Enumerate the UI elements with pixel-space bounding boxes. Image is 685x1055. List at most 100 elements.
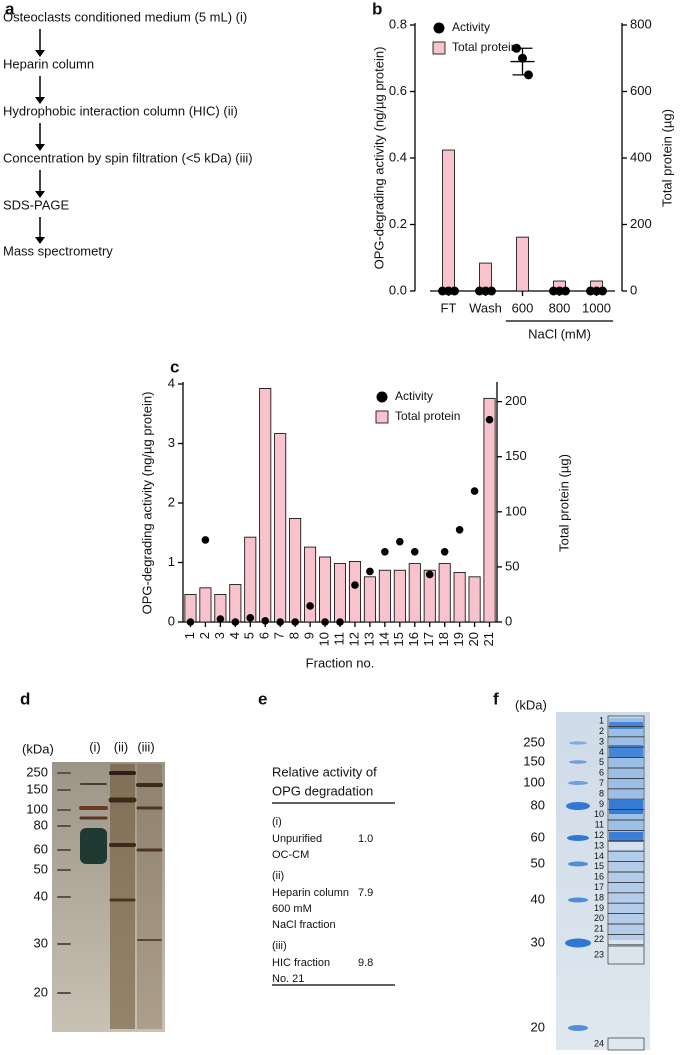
y2-axis-label: Total protein (µg) bbox=[659, 109, 674, 207]
y2-tick-label: 200 bbox=[630, 216, 652, 231]
y2-tick-label: 400 bbox=[630, 149, 652, 164]
x-tick-label: 12 bbox=[346, 632, 361, 646]
y-axis-label: OPG-degrading activity (ng/µg protein) bbox=[371, 47, 386, 270]
row-description: No. 21 bbox=[272, 973, 304, 985]
slice-number: 11 bbox=[595, 820, 604, 830]
marker-label: 30 bbox=[34, 935, 48, 950]
replicate-dot bbox=[598, 286, 607, 296]
arrowhead bbox=[35, 144, 45, 151]
bar bbox=[319, 556, 332, 623]
row-label: (ii) bbox=[272, 870, 284, 882]
activity-dot bbox=[351, 581, 359, 589]
x-tick-label: 17 bbox=[421, 632, 436, 646]
lane-label: (ii) bbox=[114, 739, 128, 754]
workflow-step: Mass spectrometry bbox=[3, 243, 113, 258]
x-tick-label: 1 bbox=[182, 632, 197, 639]
y-tick-label: 0.4 bbox=[389, 149, 407, 164]
slice-number: 23 bbox=[594, 949, 604, 959]
legend-label: Activity bbox=[452, 20, 490, 34]
x-tick-label: Wash bbox=[469, 300, 502, 315]
activity-dot bbox=[336, 618, 344, 626]
activity-dot bbox=[440, 547, 449, 556]
slice-number: 18 bbox=[594, 892, 604, 902]
x-tick-label: 18 bbox=[436, 632, 451, 646]
y2-tick-label: 0 bbox=[630, 282, 637, 297]
slice-number: 16 bbox=[594, 872, 604, 882]
marker-label: 100 bbox=[26, 801, 48, 816]
slice-number: 5 bbox=[599, 757, 604, 767]
legend-swatch bbox=[376, 391, 388, 403]
x-tick-label: 20 bbox=[466, 632, 481, 646]
row-description: HIC fraction bbox=[272, 957, 330, 969]
y2-tick-label: 800 bbox=[630, 16, 652, 31]
x-tick-label: 13 bbox=[361, 632, 376, 646]
x-tick-label: 7 bbox=[272, 632, 287, 639]
y-axis-label: OPG-degrading activity (ng/µg protein) bbox=[139, 392, 154, 615]
slice-number: 14 bbox=[594, 851, 604, 861]
marker-label: 150 bbox=[26, 781, 48, 796]
activity-dot bbox=[201, 536, 210, 544]
bar bbox=[516, 236, 529, 292]
y-tick-label: 0 bbox=[168, 613, 175, 628]
row-description: Heparin column bbox=[272, 887, 349, 899]
y-tick-label: 2 bbox=[168, 494, 175, 509]
slice-number: 15 bbox=[594, 861, 604, 871]
activity-dot bbox=[246, 614, 255, 622]
bar bbox=[199, 587, 212, 623]
slice-number: 3 bbox=[599, 736, 604, 746]
bar bbox=[304, 546, 317, 623]
marker-label: 250 bbox=[523, 734, 545, 749]
marker-label: 60 bbox=[34, 841, 48, 856]
bar bbox=[289, 518, 302, 623]
marker-label: 30 bbox=[531, 934, 545, 949]
activity-dot bbox=[485, 415, 494, 424]
arrowhead bbox=[35, 50, 45, 57]
replicate-dot bbox=[450, 286, 459, 296]
bar bbox=[378, 569, 391, 623]
x-tick-label: 15 bbox=[391, 632, 406, 646]
x-tick-label: 3 bbox=[212, 632, 227, 639]
workflow-step: Osteoclasts conditioned medium (5 mL) (i… bbox=[3, 9, 247, 24]
activity-dot bbox=[321, 618, 329, 626]
bar bbox=[274, 433, 287, 623]
y-tick-label: 0.8 bbox=[389, 16, 407, 31]
row-label: (i) bbox=[272, 816, 282, 828]
slice-number: 17 bbox=[594, 882, 604, 892]
row-value: 7.9 bbox=[358, 887, 373, 899]
marker-label: 20 bbox=[34, 984, 48, 999]
workflow-step: SDS-PAGE bbox=[3, 197, 70, 212]
gel-bands bbox=[57, 764, 163, 1029]
marker-label: 40 bbox=[531, 891, 545, 906]
activity-dot bbox=[381, 547, 389, 556]
panel-label: f bbox=[493, 689, 499, 708]
marker-label: 40 bbox=[34, 888, 48, 903]
table-header: Relative activity of bbox=[272, 764, 377, 779]
x-tick-label: 10 bbox=[316, 632, 331, 646]
slice-number: 13 bbox=[594, 840, 604, 850]
y2-tick-label: 200 bbox=[505, 393, 527, 408]
activity-dot bbox=[410, 547, 419, 556]
y-tick-label: 1 bbox=[168, 554, 175, 569]
slice-number: 7 bbox=[599, 778, 604, 788]
x-tick-label: 19 bbox=[451, 632, 466, 646]
activity-dot bbox=[261, 617, 270, 625]
marker-label: 100 bbox=[523, 774, 545, 789]
slice-number: 1 bbox=[599, 716, 604, 726]
y2-tick-label: 600 bbox=[630, 83, 652, 98]
x-tick-label: 8 bbox=[287, 632, 302, 639]
x-tick-label: 14 bbox=[376, 632, 391, 646]
replicate-dot bbox=[487, 286, 496, 296]
row-value: 1.0 bbox=[358, 833, 373, 845]
bar bbox=[468, 576, 481, 623]
legend-swatch bbox=[432, 41, 446, 55]
x-tick-label: 2 bbox=[197, 632, 212, 639]
y-tick-label: 0.0 bbox=[389, 282, 407, 297]
legend-label: Total protein bbox=[452, 40, 517, 54]
workflow-step: Hydrophobic interaction column (HIC) (ii… bbox=[3, 103, 238, 118]
legend-label: Activity bbox=[395, 389, 433, 403]
bar bbox=[244, 536, 257, 623]
bar bbox=[483, 397, 496, 623]
x-tick-label: 9 bbox=[302, 632, 317, 639]
bar bbox=[453, 572, 466, 623]
